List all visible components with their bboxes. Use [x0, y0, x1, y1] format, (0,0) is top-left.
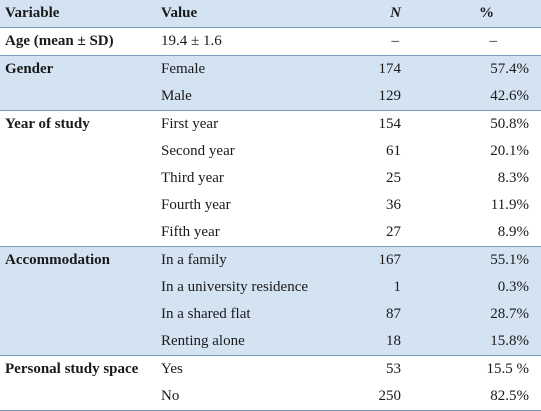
row-percent: 82.5% — [407, 383, 541, 411]
header-variable: Variable — [0, 0, 156, 28]
row-n: 154 — [348, 110, 407, 138]
row-n: 36 — [386, 197, 401, 213]
row-percent: 8.3% — [497, 170, 529, 186]
row-value: In a family — [156, 246, 348, 274]
row-percent: 20.1% — [490, 143, 529, 159]
row-percent: 55.1% — [407, 246, 541, 274]
row-percent: – — [407, 27, 541, 56]
table-row: Accommodation In a family 167 55.1% — [0, 246, 541, 274]
row-n: 53 — [348, 355, 407, 383]
row-variable: Age (mean ± SD) — [0, 27, 156, 56]
table-row: In a university residence 1 0.3% — [0, 274, 541, 301]
row-percent: 11.9% — [490, 197, 529, 213]
row-n: 1 — [393, 279, 402, 295]
row-n: 18 — [386, 333, 401, 349]
row-n: 129 — [378, 88, 402, 104]
row-n: 61 — [386, 143, 401, 159]
row-value: Yes — [156, 355, 348, 383]
row-n: – — [348, 27, 407, 56]
header-percent: % — [407, 0, 541, 28]
table-row: Personal study space Yes 53 15.5 % — [0, 355, 541, 383]
table-row: Fifth year 27 8.9% — [0, 219, 541, 247]
row-percent: 15.5 % — [407, 355, 541, 383]
row-n: 174 — [348, 55, 407, 83]
row-value: 19.4 ± 1.6 — [156, 27, 348, 56]
row-value: Female — [156, 55, 348, 83]
row-n: 27 — [386, 224, 401, 240]
table-header-row: Variable Value N % — [0, 0, 541, 28]
table-row: Male 129 42.6% — [0, 83, 541, 111]
row-n: 167 — [348, 246, 407, 274]
table-row: Fourth year 36 11.9% — [0, 192, 541, 219]
row-percent: 0.3% — [497, 279, 529, 295]
row-variable — [0, 219, 156, 247]
row-percent: 8.9% — [497, 224, 529, 240]
row-percent: 28.7% — [490, 306, 529, 322]
row-variable: Year of study — [0, 110, 156, 138]
table-row: Third year 25 8.3% — [0, 165, 541, 192]
row-value: Second year — [161, 143, 235, 159]
header-value: Value — [156, 0, 348, 28]
row-variable — [0, 83, 156, 111]
row-value: In a shared flat — [161, 306, 251, 322]
row-value: No — [156, 383, 348, 411]
row-percent: 57.4% — [407, 55, 541, 83]
row-n: 25 — [386, 170, 401, 186]
row-variable — [0, 383, 156, 411]
row-variable — [0, 192, 156, 219]
row-value: Third year — [161, 170, 224, 186]
table-row: Second year 61 20.1% — [0, 138, 541, 165]
row-value: Fifth year — [161, 224, 220, 240]
row-value: Male — [161, 88, 192, 104]
row-variable: Gender — [0, 55, 156, 83]
row-n: 250 — [348, 383, 407, 411]
row-percent: 42.6% — [490, 88, 529, 104]
row-variable — [0, 138, 156, 165]
row-variable: Accommodation — [0, 246, 156, 274]
row-value: Renting alone — [161, 333, 245, 349]
row-variable — [0, 165, 156, 192]
row-variable — [0, 274, 156, 301]
table-row: Age (mean ± SD) 19.4 ± 1.6 – – — [0, 27, 541, 56]
table-row: Year of study First year 154 50.8% — [0, 110, 541, 138]
row-percent: 15.8% — [490, 333, 529, 349]
row-variable: Personal study space — [0, 355, 156, 383]
row-value: Fourth year — [161, 197, 231, 213]
row-variable — [0, 328, 156, 356]
table-row: Gender Female 174 57.4% — [0, 55, 541, 83]
row-n: 87 — [386, 306, 401, 322]
header-n: N — [348, 0, 407, 28]
table-row: In a shared flat 87 28.7% — [0, 301, 541, 328]
row-value: First year — [156, 110, 348, 138]
table-row: Renting alone 18 15.8% — [0, 328, 541, 356]
row-percent: 50.8% — [407, 110, 541, 138]
row-variable — [0, 301, 156, 328]
table-row: No 250 82.5% — [0, 383, 541, 411]
row-value: In a university residence — [161, 279, 309, 295]
